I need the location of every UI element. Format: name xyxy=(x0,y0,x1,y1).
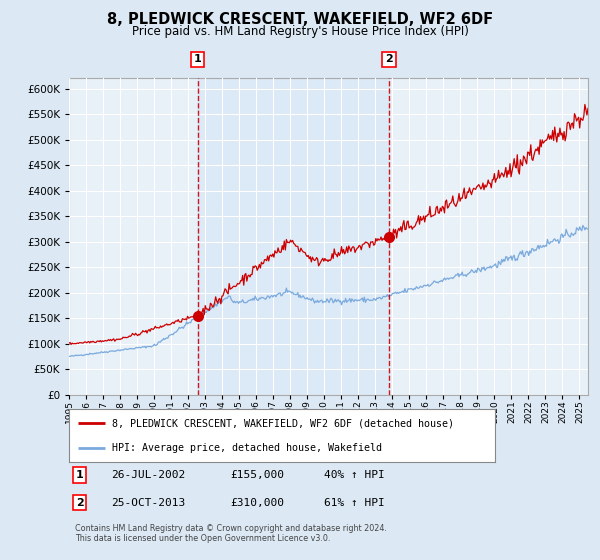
Text: HPI: Average price, detached house, Wakefield: HPI: Average price, detached house, Wake… xyxy=(112,442,382,452)
Text: 2: 2 xyxy=(76,498,83,507)
Text: 8, PLEDWICK CRESCENT, WAKEFIELD, WF2 6DF: 8, PLEDWICK CRESCENT, WAKEFIELD, WF2 6DF xyxy=(107,12,493,27)
Text: 1: 1 xyxy=(194,54,202,64)
Text: 25-OCT-2013: 25-OCT-2013 xyxy=(112,498,186,507)
Text: 2: 2 xyxy=(385,54,393,64)
Text: 8, PLEDWICK CRESCENT, WAKEFIELD, WF2 6DF (detached house): 8, PLEDWICK CRESCENT, WAKEFIELD, WF2 6DF… xyxy=(112,418,454,428)
Text: £310,000: £310,000 xyxy=(231,498,285,507)
Text: 40% ↑ HPI: 40% ↑ HPI xyxy=(325,470,385,480)
Text: 26-JUL-2002: 26-JUL-2002 xyxy=(112,470,186,480)
Text: 1: 1 xyxy=(76,470,83,480)
Text: Price paid vs. HM Land Registry's House Price Index (HPI): Price paid vs. HM Land Registry's House … xyxy=(131,25,469,38)
Text: 61% ↑ HPI: 61% ↑ HPI xyxy=(325,498,385,507)
Text: Contains HM Land Registry data © Crown copyright and database right 2024.
This d: Contains HM Land Registry data © Crown c… xyxy=(75,524,387,543)
Text: £155,000: £155,000 xyxy=(231,470,285,480)
Bar xyxy=(197,78,389,395)
